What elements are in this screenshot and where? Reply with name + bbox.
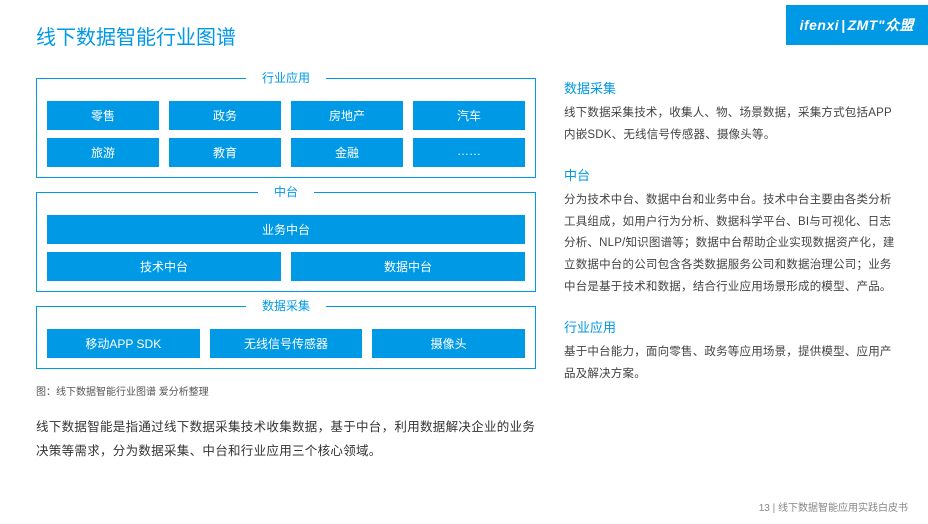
tile-gov: 政务 bbox=[169, 101, 281, 130]
left-body-text: 线下数据智能是指通过线下数据采集技术收集数据，基于中台，利用数据解决企业的业务决… bbox=[36, 416, 536, 464]
diagram-caption: 图：线下数据智能行业图谱 爱分析整理 bbox=[36, 383, 536, 398]
tile-tech-mid: 技术中台 bbox=[47, 252, 281, 281]
tile-more: …… bbox=[413, 138, 525, 167]
section-body: 线下数据采集技术，收集人、物、场景数据，采集方式包括APP内嵌SDK、无线信号传… bbox=[564, 103, 898, 147]
group-middle-platform: 中台 业务中台 技术中台 数据中台 bbox=[36, 192, 536, 292]
diagram-column: 行业应用 零售 政务 房地产 汽车 旅游 教育 金融 …… 中台 业务中台 bbox=[36, 78, 536, 494]
text-column: 数据采集 线下数据采集技术，收集人、物、场景数据，采集方式包括APP内嵌SDK、… bbox=[564, 78, 898, 494]
group-data-collection: 数据采集 移动APP SDK 无线信号传感器 摄像头 bbox=[36, 306, 536, 369]
section-data-collection: 数据采集 线下数据采集技术，收集人、物、场景数据，采集方式包括APP内嵌SDK、… bbox=[564, 78, 898, 147]
tile-data-mid: 数据中台 bbox=[291, 252, 525, 281]
brand-logo: ifenxi | ZMT"众盟 bbox=[786, 5, 928, 45]
tile-camera: 摄像头 bbox=[372, 329, 525, 358]
logo-ifenxi: ifenxi bbox=[800, 17, 840, 33]
section-heading: 数据采集 bbox=[564, 78, 898, 97]
logo-zmt: ZMT"众盟 bbox=[848, 15, 914, 35]
tile-travel: 旅游 bbox=[47, 138, 159, 167]
tile-wireless-sensor: 无线信号传感器 bbox=[210, 329, 363, 358]
group-label: 数据采集 bbox=[246, 297, 326, 314]
tile-auto: 汽车 bbox=[413, 101, 525, 130]
tile-finance: 金融 bbox=[291, 138, 403, 167]
tile-retail: 零售 bbox=[47, 101, 159, 130]
group-label: 中台 bbox=[258, 183, 314, 200]
tile-realestate: 房地产 bbox=[291, 101, 403, 130]
section-heading: 行业应用 bbox=[564, 317, 898, 336]
tile-app-sdk: 移动APP SDK bbox=[47, 329, 200, 358]
logo-separator: | bbox=[841, 17, 845, 33]
page-title: 线下数据智能行业图谱 bbox=[36, 21, 236, 50]
tile-edu: 教育 bbox=[169, 138, 281, 167]
section-body: 分为技术中台、数据中台和业务中台。技术中台主要由各类分析工具组成，如用户行为分析… bbox=[564, 190, 898, 299]
page-footer: 13 | 线下数据智能应用实践白皮书 bbox=[759, 499, 908, 514]
group-industry-app: 行业应用 零售 政务 房地产 汽车 旅游 教育 金融 …… bbox=[36, 78, 536, 178]
group-label: 行业应用 bbox=[246, 69, 326, 86]
section-body: 基于中台能力，面向零售、政务等应用场景，提供模型、应用产品及解决方案。 bbox=[564, 342, 898, 386]
tile-biz-mid: 业务中台 bbox=[47, 215, 525, 244]
section-industry-app: 行业应用 基于中台能力，面向零售、政务等应用场景，提供模型、应用产品及解决方案。 bbox=[564, 317, 898, 386]
section-heading: 中台 bbox=[564, 165, 898, 184]
section-middle-platform: 中台 分为技术中台、数据中台和业务中台。技术中台主要由各类分析工具组成，如用户行… bbox=[564, 165, 898, 299]
